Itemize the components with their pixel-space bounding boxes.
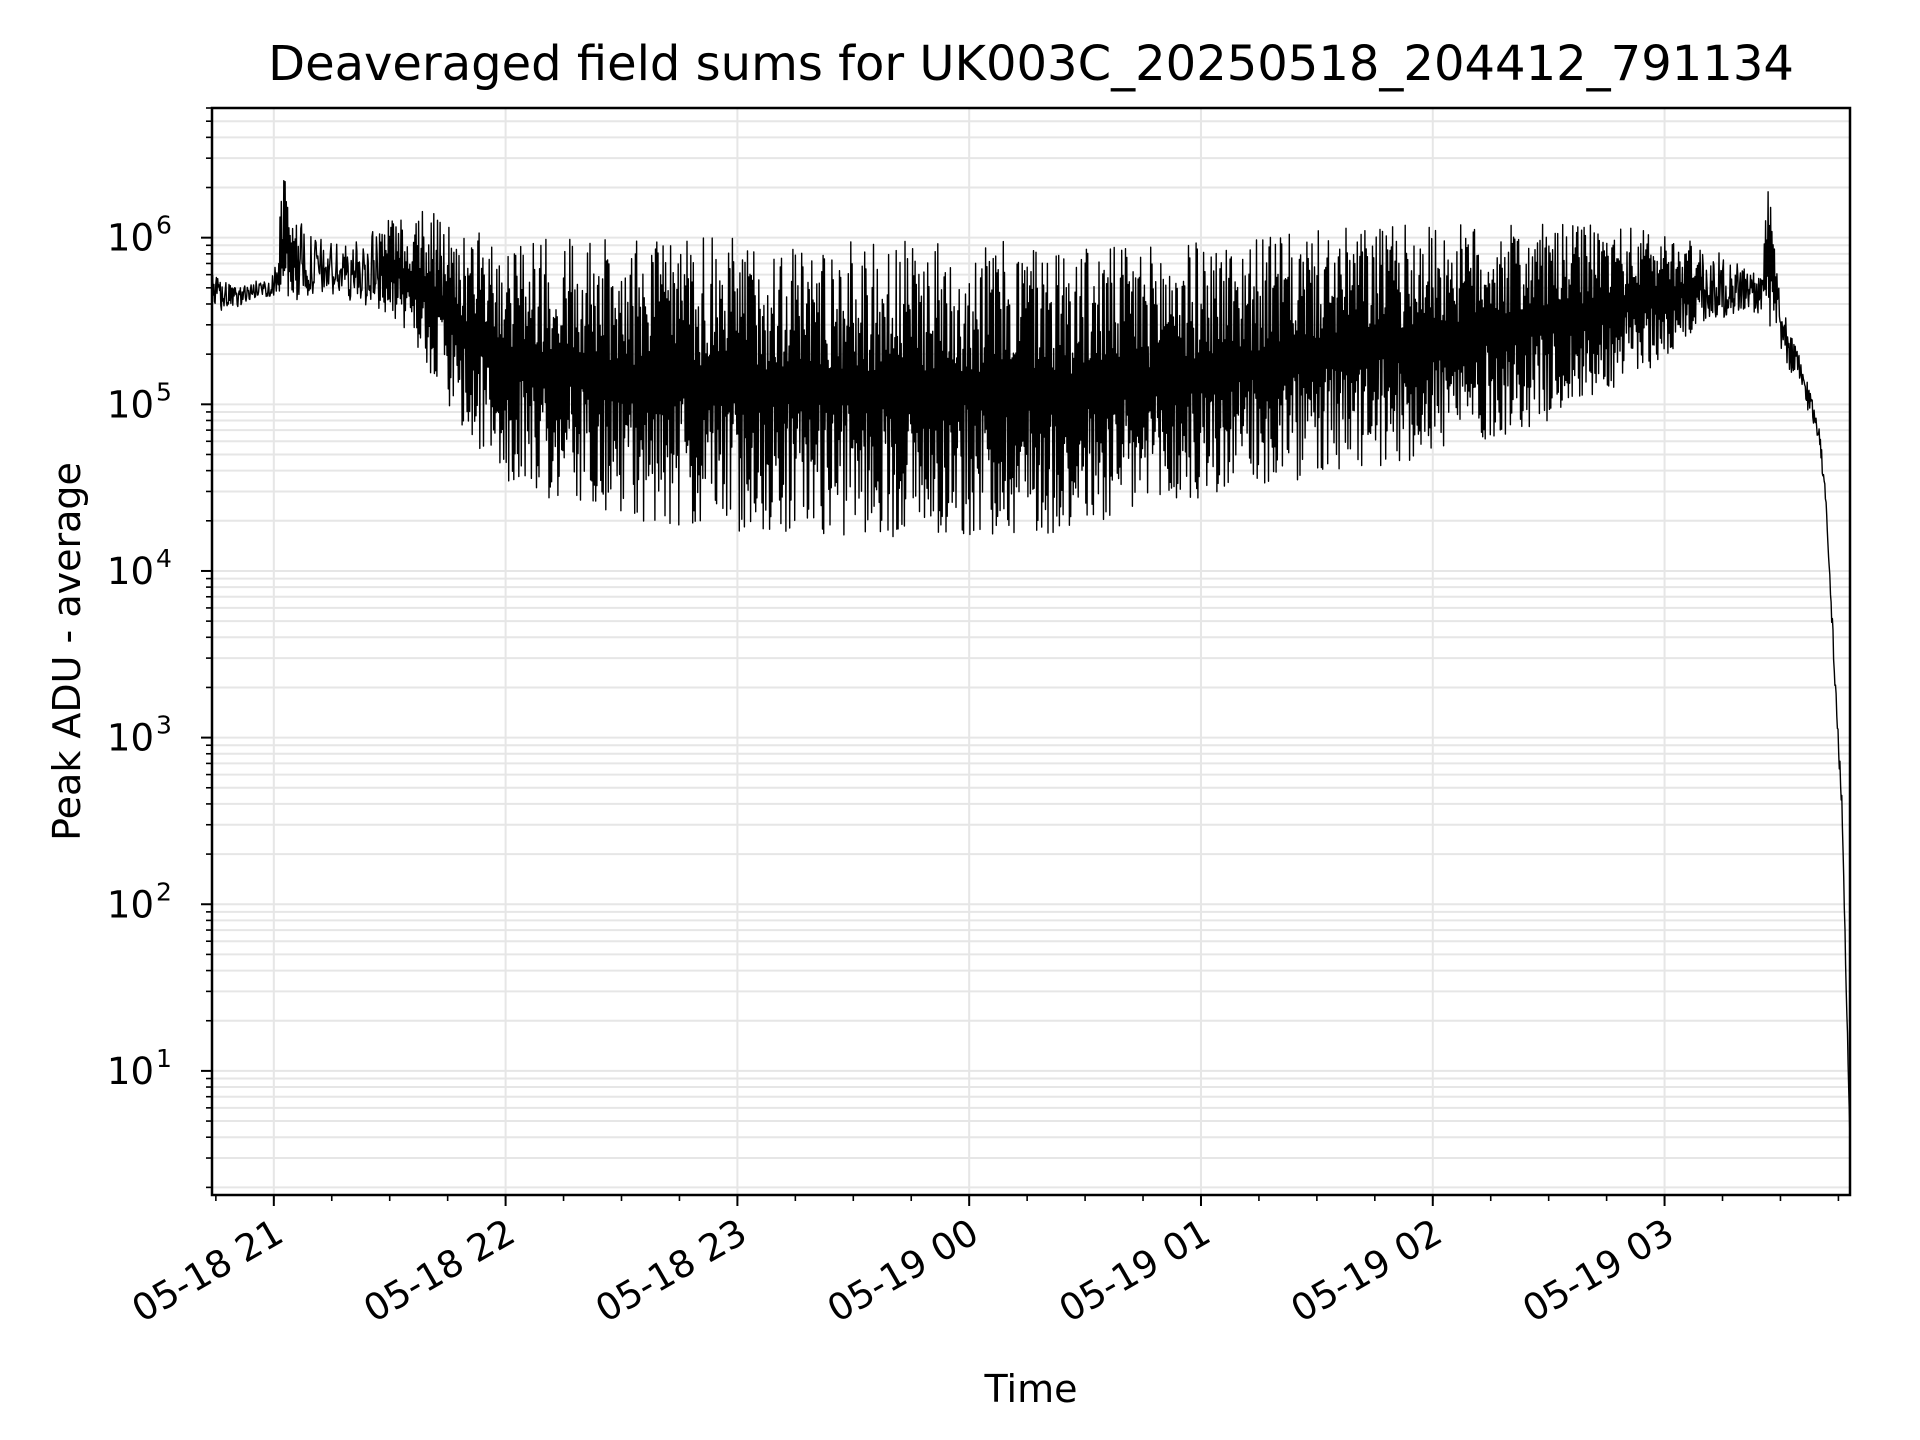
plot-frame bbox=[210, 106, 1852, 1197]
y-tick-label: 10 bbox=[107, 383, 154, 426]
y-tick-exponent: 6 bbox=[156, 211, 172, 240]
y-tick-exponent: 5 bbox=[156, 377, 172, 406]
y-axis-label: Peak ADU - average bbox=[45, 462, 89, 841]
chart-title: Deaveraged field sums for UK003C_2025051… bbox=[268, 36, 1794, 92]
y-tick-exponent: 3 bbox=[156, 711, 172, 740]
y-tick-exponent: 4 bbox=[156, 544, 172, 573]
y-tick-exponent: 2 bbox=[156, 877, 172, 906]
y-tick-label: 10 bbox=[107, 883, 154, 926]
y-tick-label: 10 bbox=[107, 550, 154, 593]
series-layer bbox=[211, 180, 1851, 1141]
y-tick-label: 10 bbox=[107, 717, 154, 760]
x-axis-label: Time bbox=[984, 1367, 1078, 1411]
series-line-0 bbox=[211, 180, 1851, 1141]
y-tick-label: 10 bbox=[107, 1050, 154, 1093]
y-tick-label: 10 bbox=[107, 217, 154, 260]
y-tick-exponent: 1 bbox=[156, 1044, 172, 1073]
